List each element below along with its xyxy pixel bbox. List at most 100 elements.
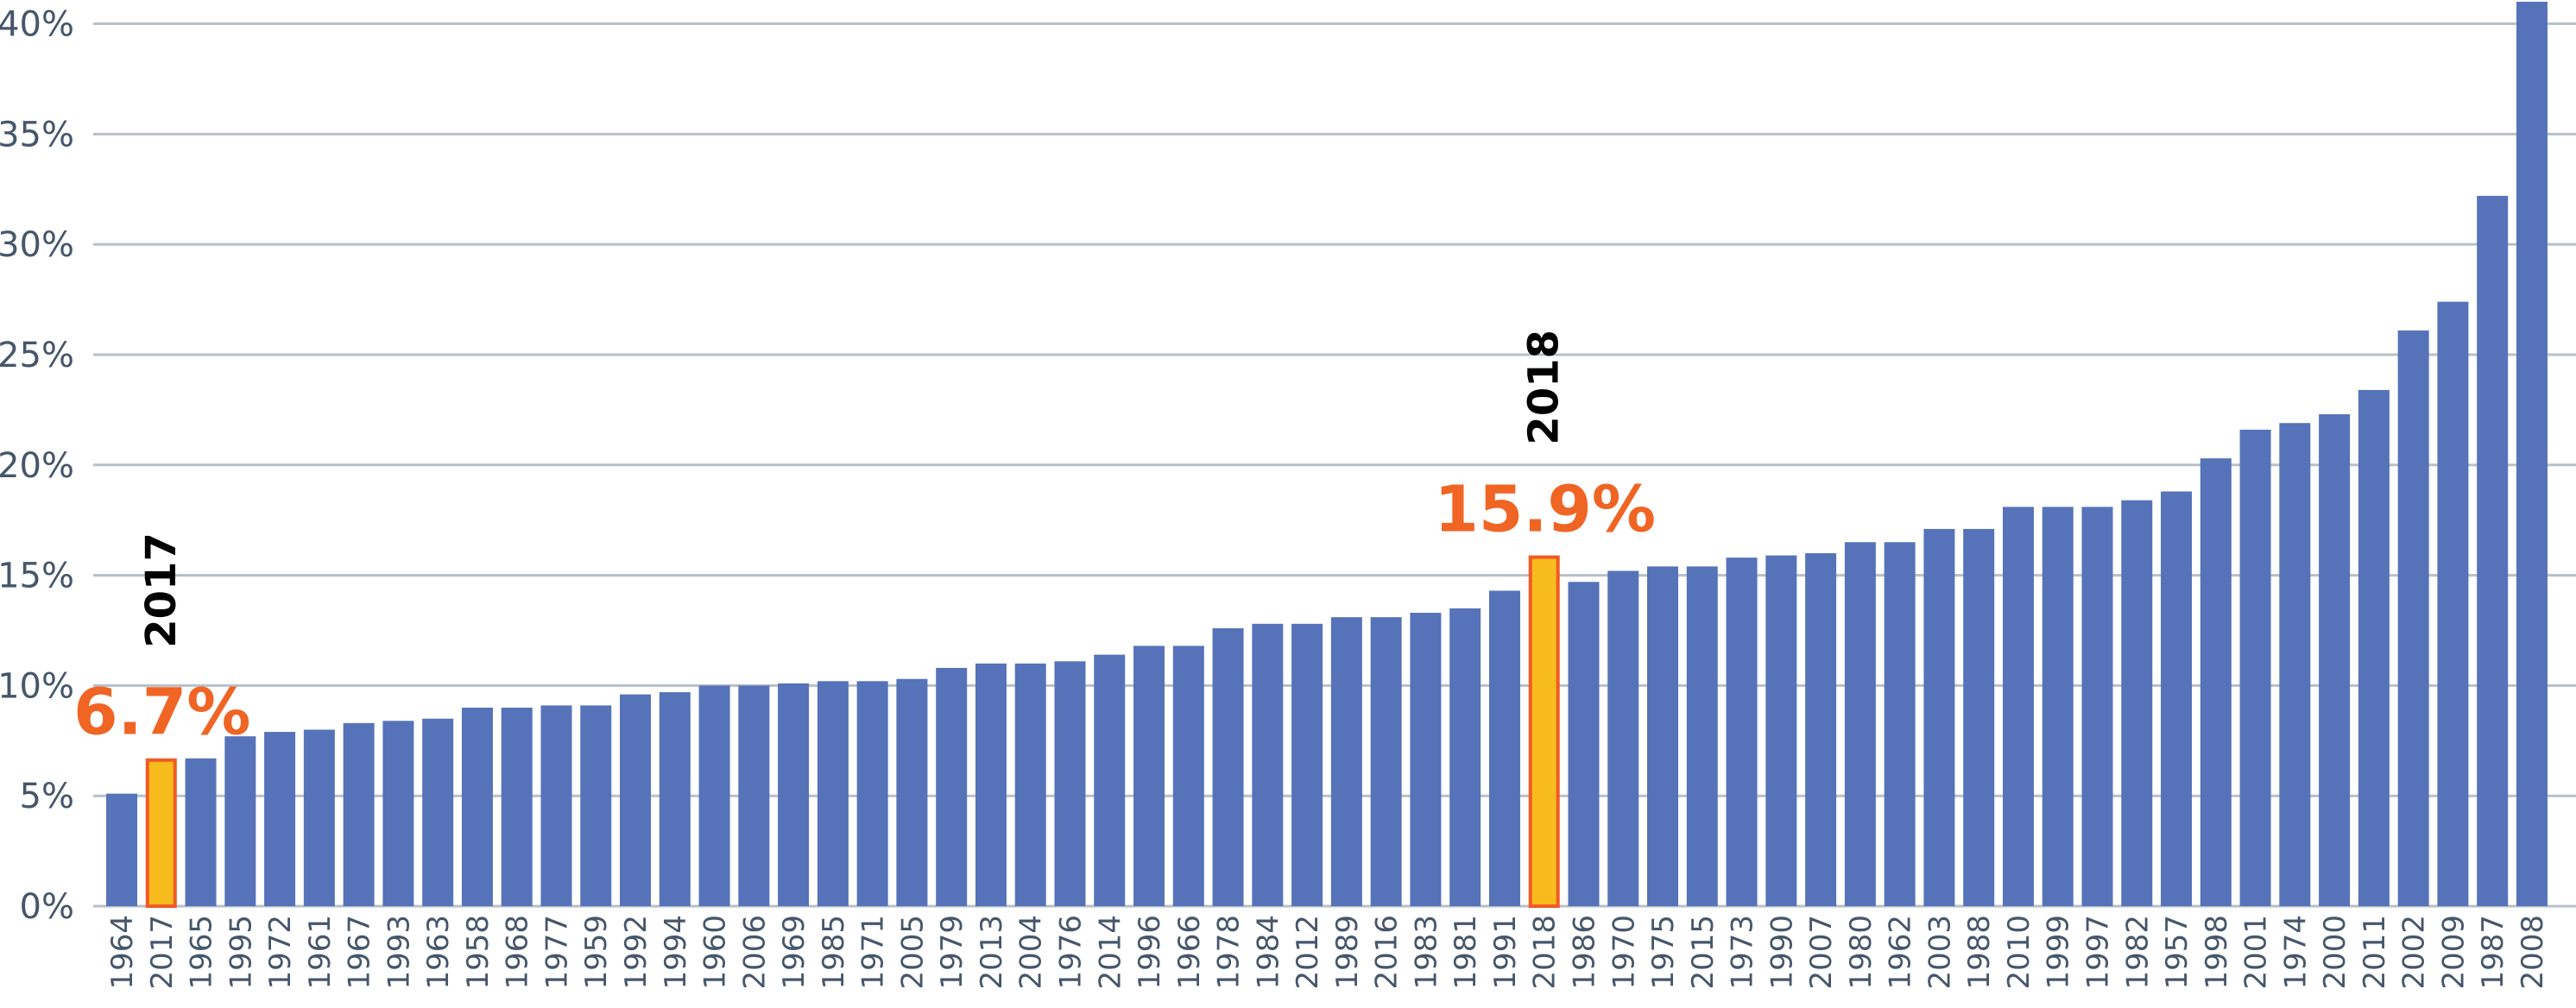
x-tick-label: 1979 (935, 915, 969, 990)
bar-1965 (185, 758, 217, 906)
bar-2006 (738, 685, 770, 906)
x-tick-label: 2013 (975, 915, 1009, 990)
x-tick-label: 2004 (1014, 915, 1049, 990)
bar-2003 (1923, 528, 1955, 906)
x-tick-label: 1980 (1844, 915, 1878, 990)
x-tick-label: 1999 (2042, 915, 2076, 990)
bar-1977 (540, 705, 572, 906)
y-tick-label: 5% (20, 777, 74, 816)
bar-1984 (1252, 623, 1284, 906)
bar-1994 (659, 692, 691, 906)
x-tick-label: 2016 (1370, 915, 1405, 990)
bar-1960 (698, 685, 730, 906)
x-axis-tick-labels: 1964 2017 1965 1995 1972 1961 1967 1993 1963 1958… (105, 915, 2550, 990)
x-tick-label: 2017 (145, 915, 180, 990)
x-tick-label: 2005 (895, 915, 930, 990)
bar-2000 (2319, 413, 2351, 906)
bar-1992 (620, 694, 652, 906)
bar-2001 (2239, 429, 2271, 906)
x-tick-label: 1995 (224, 915, 258, 990)
bar-1969 (778, 683, 810, 906)
x-tick-label: 1997 (2081, 915, 2116, 990)
x-tick-label: 1994 (659, 915, 693, 990)
bar-2015 (1686, 566, 1718, 906)
x-tick-label: 1990 (1765, 915, 1799, 990)
x-tick-label: 1986 (1567, 915, 1601, 990)
bar-1981 (1449, 608, 1481, 906)
bar-1980 (1844, 542, 1876, 906)
bar-2008 (2516, 2, 2548, 906)
x-tick-label: 1996 (1133, 915, 1167, 990)
bar-1958 (461, 707, 493, 906)
y-tick-label: 30% (0, 225, 74, 265)
x-tick-label: 1993 (382, 915, 416, 990)
x-tick-label: 1961 (303, 915, 338, 990)
bar-1985 (817, 681, 849, 906)
x-tick-label: 1970 (1607, 915, 1641, 990)
bar-2014 (1094, 654, 1126, 906)
x-tick-label: 1964 (105, 915, 140, 990)
x-tick-label: 2007 (1804, 915, 1839, 990)
x-tick-label: 1977 (540, 915, 574, 990)
x-tick-label: 1958 (461, 915, 496, 990)
y-tick-label: 0% (20, 887, 74, 927)
x-tick-label: 1965 (185, 915, 219, 990)
x-tick-label: 1988 (1962, 915, 1997, 990)
x-tick-label: 1963 (421, 915, 456, 990)
annotation-year-2018: 2018 (1520, 330, 1569, 445)
x-tick-label: 1974 (2278, 915, 2313, 990)
x-tick-label: 1998 (2200, 915, 2234, 990)
x-tick-label: 1985 (817, 915, 851, 990)
annotations: 6.7% 2017 15.9% 2018 (73, 330, 1656, 750)
x-tick-label: 1966 (1172, 915, 1207, 990)
bar-2007 (1805, 553, 1837, 906)
x-tick-label: 2015 (1686, 915, 1720, 990)
x-tick-label: 2012 (1291, 915, 1325, 990)
bar-2013 (975, 663, 1007, 906)
bar-1973 (1726, 558, 1758, 906)
bar-1971 (856, 681, 888, 906)
y-tick-label: 25% (0, 336, 74, 375)
y-tick-label: 35% (0, 115, 74, 154)
x-tick-label: 1976 (1053, 915, 1088, 990)
x-tick-label: 1959 (579, 915, 614, 990)
bar-1995 (224, 736, 256, 906)
x-tick-label: 1978 (1212, 915, 1247, 990)
bar-1999 (2042, 507, 2074, 906)
x-tick-label: 1967 (343, 915, 377, 990)
bar-1986 (1568, 582, 1600, 906)
bar-1987 (2477, 195, 2509, 906)
bar-1997 (2081, 507, 2113, 906)
bar-2002 (2397, 330, 2429, 907)
x-tick-label: 1992 (619, 915, 653, 990)
y-tick-label: 15% (0, 557, 74, 596)
bar-1966 (1172, 646, 1204, 906)
x-tick-label: 2001 (2239, 915, 2274, 990)
bar-2005 (896, 678, 928, 906)
bars (106, 2, 2548, 909)
x-tick-label: 2009 (2436, 915, 2471, 990)
bar-1996 (1133, 646, 1165, 906)
x-tick-label: 1968 (501, 915, 535, 990)
y-axis-tick-labels: 0% 5% 10% 15% 20% 25% 30% 35% 40% (0, 5, 74, 927)
bar-2004 (1014, 663, 1046, 906)
bar-1972 (264, 732, 296, 906)
x-tick-label: 1982 (2120, 915, 2155, 990)
annotation-value-2017: 6.7% (73, 676, 250, 750)
annotation-year-2017: 2017 (137, 532, 186, 648)
bar-1975 (1647, 566, 1679, 906)
y-tick-label: 20% (0, 446, 74, 486)
annotation-value-2018: 15.9% (1434, 473, 1656, 547)
x-tick-label: 1962 (1884, 915, 1918, 990)
x-tick-label: 2010 (2002, 915, 2036, 990)
x-tick-label: 2008 (2516, 915, 2550, 990)
x-tick-label: 1972 (263, 915, 298, 990)
bar-1957 (2161, 491, 2193, 906)
bar-2011 (2358, 389, 2390, 906)
bar-1959 (580, 705, 612, 906)
x-tick-label: 1971 (856, 915, 891, 990)
x-tick-label: 1987 (2476, 915, 2510, 990)
bar-1993 (382, 721, 414, 906)
bar-1979 (936, 667, 968, 906)
